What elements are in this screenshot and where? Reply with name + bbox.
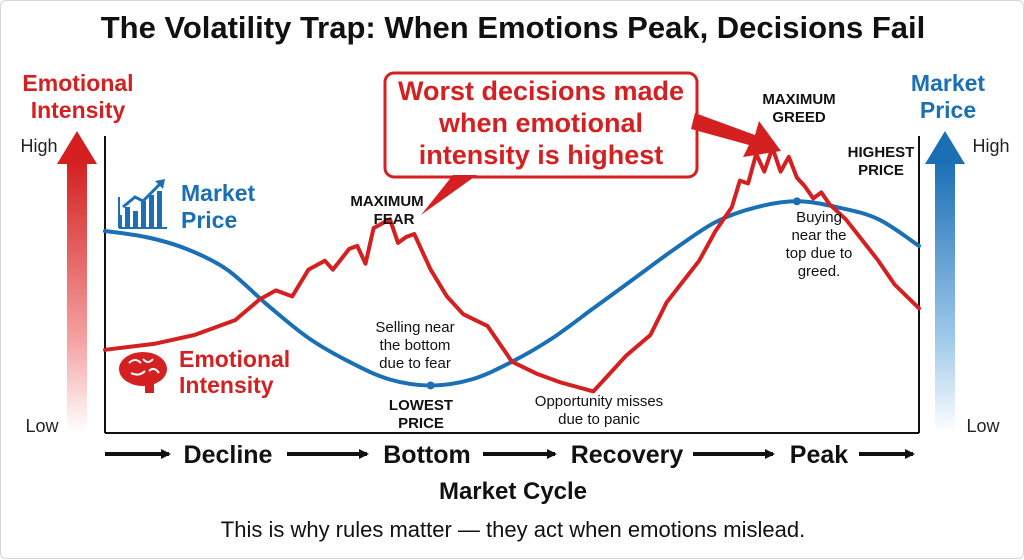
phase-bottom: Bottom xyxy=(383,441,470,469)
page-title: The Volatility Trap: When Emotions Peak,… xyxy=(101,10,926,45)
left-axis-label-line1: Emotional xyxy=(22,70,133,96)
legend-price-line1: Market xyxy=(181,180,255,206)
x-axis-title: Market Cycle xyxy=(439,478,587,505)
right-axis-label-line1: Market xyxy=(911,70,985,96)
highest-price-label-2: PRICE xyxy=(858,162,904,179)
market-price-arrow xyxy=(925,131,965,433)
lowest-price-label-2: PRICE xyxy=(398,415,444,432)
right-axis-high-label: High xyxy=(972,136,1009,156)
callout-line1: Worst decisions made xyxy=(398,76,684,106)
phase-decline: Decline xyxy=(184,441,273,469)
right-axis-label-line2: Price xyxy=(920,97,976,123)
emotional-intensity-arrow xyxy=(57,131,97,433)
max-fear-label-1: MAXIMUM xyxy=(350,193,423,210)
buying-note-3: top due to xyxy=(786,245,853,262)
selling-note-1: Selling near xyxy=(375,319,454,336)
opportunity-note-2: due to panic xyxy=(558,411,640,428)
buying-note-1: Buying xyxy=(796,209,842,226)
left-axis-low-label: Low xyxy=(25,416,59,436)
highest-price-label-1: HIGHEST xyxy=(848,144,915,161)
legend-emotion-line2: Intensity xyxy=(179,372,274,398)
buying-note-4: greed. xyxy=(798,263,841,280)
left-axis-label-line2: Intensity xyxy=(31,97,126,123)
phase-recovery: Recovery xyxy=(571,441,684,469)
opportunity-note-1: Opportunity misses xyxy=(535,393,663,410)
callout-line3: intensity is highest xyxy=(419,140,664,170)
selling-note-3: due to fear xyxy=(379,355,451,372)
phase-peak: Peak xyxy=(790,441,848,469)
emotional-intensity-line xyxy=(103,145,921,394)
legend-emotion-line1: Emotional xyxy=(179,346,290,372)
legend-price-line2: Price xyxy=(181,207,237,233)
right-axis-low-label: Low xyxy=(966,416,1000,436)
max-greed-label-1: MAXIMUM xyxy=(762,91,835,108)
brain-icon xyxy=(119,352,167,393)
highest-price-point xyxy=(792,197,801,206)
callout-box xyxy=(383,71,781,215)
lowest-price-point xyxy=(426,381,435,390)
buying-note-2: near the xyxy=(791,227,846,244)
callout-line2: when emotional xyxy=(438,108,643,138)
max-greed-label-2: GREED xyxy=(772,109,826,126)
left-axis-high-label: High xyxy=(20,136,57,156)
selling-note-2: the bottom xyxy=(380,337,451,354)
chart-up-icon xyxy=(118,179,167,229)
max-fear-label-2: FEAR xyxy=(374,211,415,228)
footer-caption: This is why rules matter — they act when… xyxy=(221,517,805,542)
lowest-price-label-1: LOWEST xyxy=(389,397,453,414)
